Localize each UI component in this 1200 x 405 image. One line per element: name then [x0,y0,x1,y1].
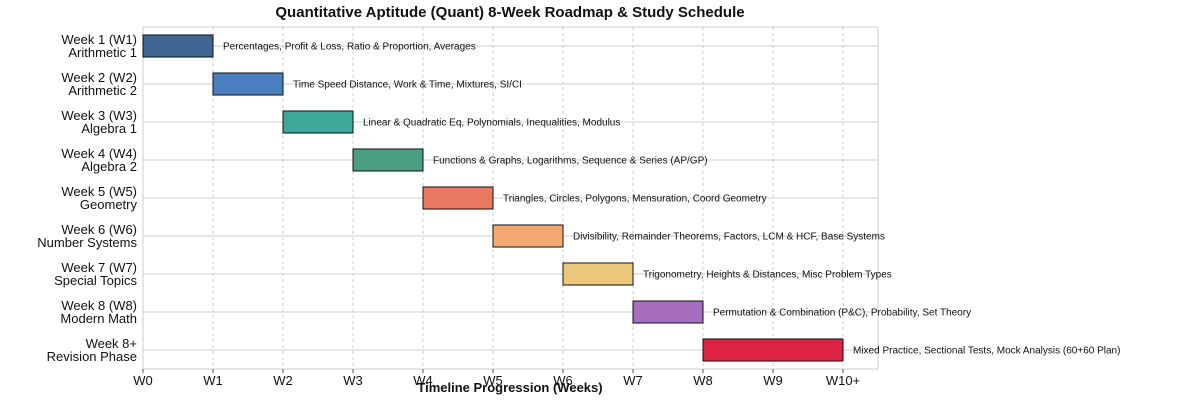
task-label-line2: Arithmetic 1 [68,45,137,60]
task-label-line1: Week 8 (W8) [61,298,137,313]
y-axis-labels: Week 1 (W1)Arithmetic 1 Week 2 (W2)Arithm… [37,32,137,364]
task-annotation: Time Speed Distance, Work & Time, Mixtur… [293,80,522,91]
task-label-line1: Week 3 (W3) [61,108,137,123]
task-bar [212,72,284,96]
task-annotation: Linear & Quadratic Eq, Polynomials, Ineq… [363,118,620,129]
x-tick-label: W2 [273,373,293,388]
x-tick-label: W0 [133,373,153,388]
x-tick-label: W4 [413,373,433,388]
task-label-line1: Week 7 (W7) [61,260,137,275]
task-label-line2: Algebra 1 [81,121,137,136]
task-bar [632,300,704,324]
task-label-line2: Arithmetic 2 [68,83,137,98]
x-tick-label: W1 [203,373,223,388]
chart-title: Quantitative Aptitude (Quant) 8-Week Roa… [275,4,744,21]
task-bar [562,262,634,286]
task-bar [492,224,564,248]
task-label-line1: Week 6 (W6) [61,222,137,237]
x-tick-label: W3 [343,373,363,388]
task-label-line2: Special Topics [54,273,137,288]
x-tick-label: W6 [553,373,573,388]
task-annotation: Mixed Practice, Sectional Tests, Mock An… [853,346,1120,357]
x-axis-ticks: W0 W1 W2 W3 W4 W5 W6 W7 W8 W9 W10+ [133,369,860,388]
task-bar [352,148,424,172]
task-label-line1: Week 8+ [86,336,137,351]
x-tick-label: W7 [623,373,643,388]
task-label-line1: Week 4 (W4) [61,146,137,161]
task-annotation: Divisibility, Remainder Theorems, Factor… [573,232,885,243]
task-label-line1: Week 5 (W5) [61,184,137,199]
task-bar [702,338,844,362]
task-label-line1: Week 2 (W2) [61,70,137,85]
task-annotation: Trigonometry, Heights & Distances, Misc … [643,270,892,281]
task-bar [142,34,214,58]
x-axis-label: Timeline Progression (Weeks) [417,380,602,395]
x-tick-label: W5 [483,373,503,388]
task-label-line2: Number Systems [37,235,137,250]
task-annotation: Triangles, Circles, Polygons, Mensuratio… [503,194,767,205]
task-annotation: Permutation & Combination (P&C), Probabi… [713,308,971,319]
task-label-line2: Geometry [80,197,138,212]
task-bar [282,110,354,134]
task-label-line1: Week 1 (W1) [61,32,137,47]
x-tick-label: W10+ [826,373,860,388]
task-label-line2: Revision Phase [47,349,137,364]
bars: Percentages, Profit & Loss, Ratio & Prop… [142,34,1120,362]
task-label-line2: Algebra 2 [81,159,137,174]
x-tick-label: W8 [693,373,713,388]
task-annotation: Percentages, Profit & Loss, Ratio & Prop… [223,42,476,53]
x-tick-label: W9 [763,373,783,388]
task-label-line2: Modern Math [60,311,137,326]
task-bar [422,186,494,210]
task-annotation: Functions & Graphs, Logarithms, Sequence… [433,156,708,167]
